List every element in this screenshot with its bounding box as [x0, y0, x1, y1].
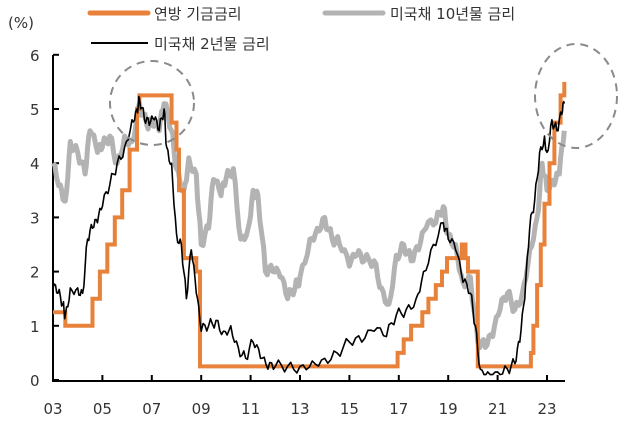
- y-tick-label: 4: [30, 155, 40, 173]
- legend-item-10y: 미국채 10년물 금리: [322, 5, 515, 23]
- y-axis: 0 1 2 3 4 5 6: [30, 47, 59, 390]
- x-tick-label: 19: [439, 400, 458, 418]
- x-tick-label: 23: [537, 400, 556, 418]
- x-tick-label: 13: [290, 400, 309, 418]
- x-tick-label: 17: [389, 400, 408, 418]
- legend-item-2y: 미국채 2년물 금리: [91, 35, 270, 53]
- series-10y-line: [51, 101, 567, 351]
- y-tick-label: 1: [30, 318, 40, 336]
- legend-label: 미국채 2년물 금리: [154, 35, 270, 53]
- legend-item-fed-funds: 연방 기금금리: [87, 5, 242, 23]
- y-tick-label: 3: [30, 209, 40, 227]
- x-tick-label: 11: [241, 400, 260, 418]
- y-tick-label: 0: [30, 372, 40, 390]
- y-unit-label: (%): [8, 14, 34, 32]
- annotation-circle-2023: [534, 43, 618, 149]
- series-2y-line: [52, 95, 566, 376]
- y-tick-label: 6: [30, 47, 40, 65]
- y-tick-label: 5: [30, 101, 40, 119]
- series-fed-funds-line: [53, 81, 567, 369]
- x-axis: 03 05 07 09 11 13 15 17 19 21 23: [43, 375, 565, 418]
- x-tick-label: 21: [488, 400, 507, 418]
- x-tick-label: 09: [192, 400, 211, 418]
- y-tick-label: 2: [30, 264, 40, 282]
- legend-label: 미국채 10년물 금리: [390, 5, 515, 23]
- x-tick-label: 07: [142, 400, 161, 418]
- legend-label: 연방 기금금리: [154, 5, 242, 23]
- x-tick-label: 05: [93, 400, 112, 418]
- x-tick-label: 15: [340, 400, 359, 418]
- legend: 연방 기금금리 미국채 10년물 금리 미국채 2년물 금리: [87, 5, 515, 53]
- x-tick-label: 03: [43, 400, 62, 418]
- series-layer: [51, 81, 567, 376]
- annotation-circle-2007: [109, 60, 195, 146]
